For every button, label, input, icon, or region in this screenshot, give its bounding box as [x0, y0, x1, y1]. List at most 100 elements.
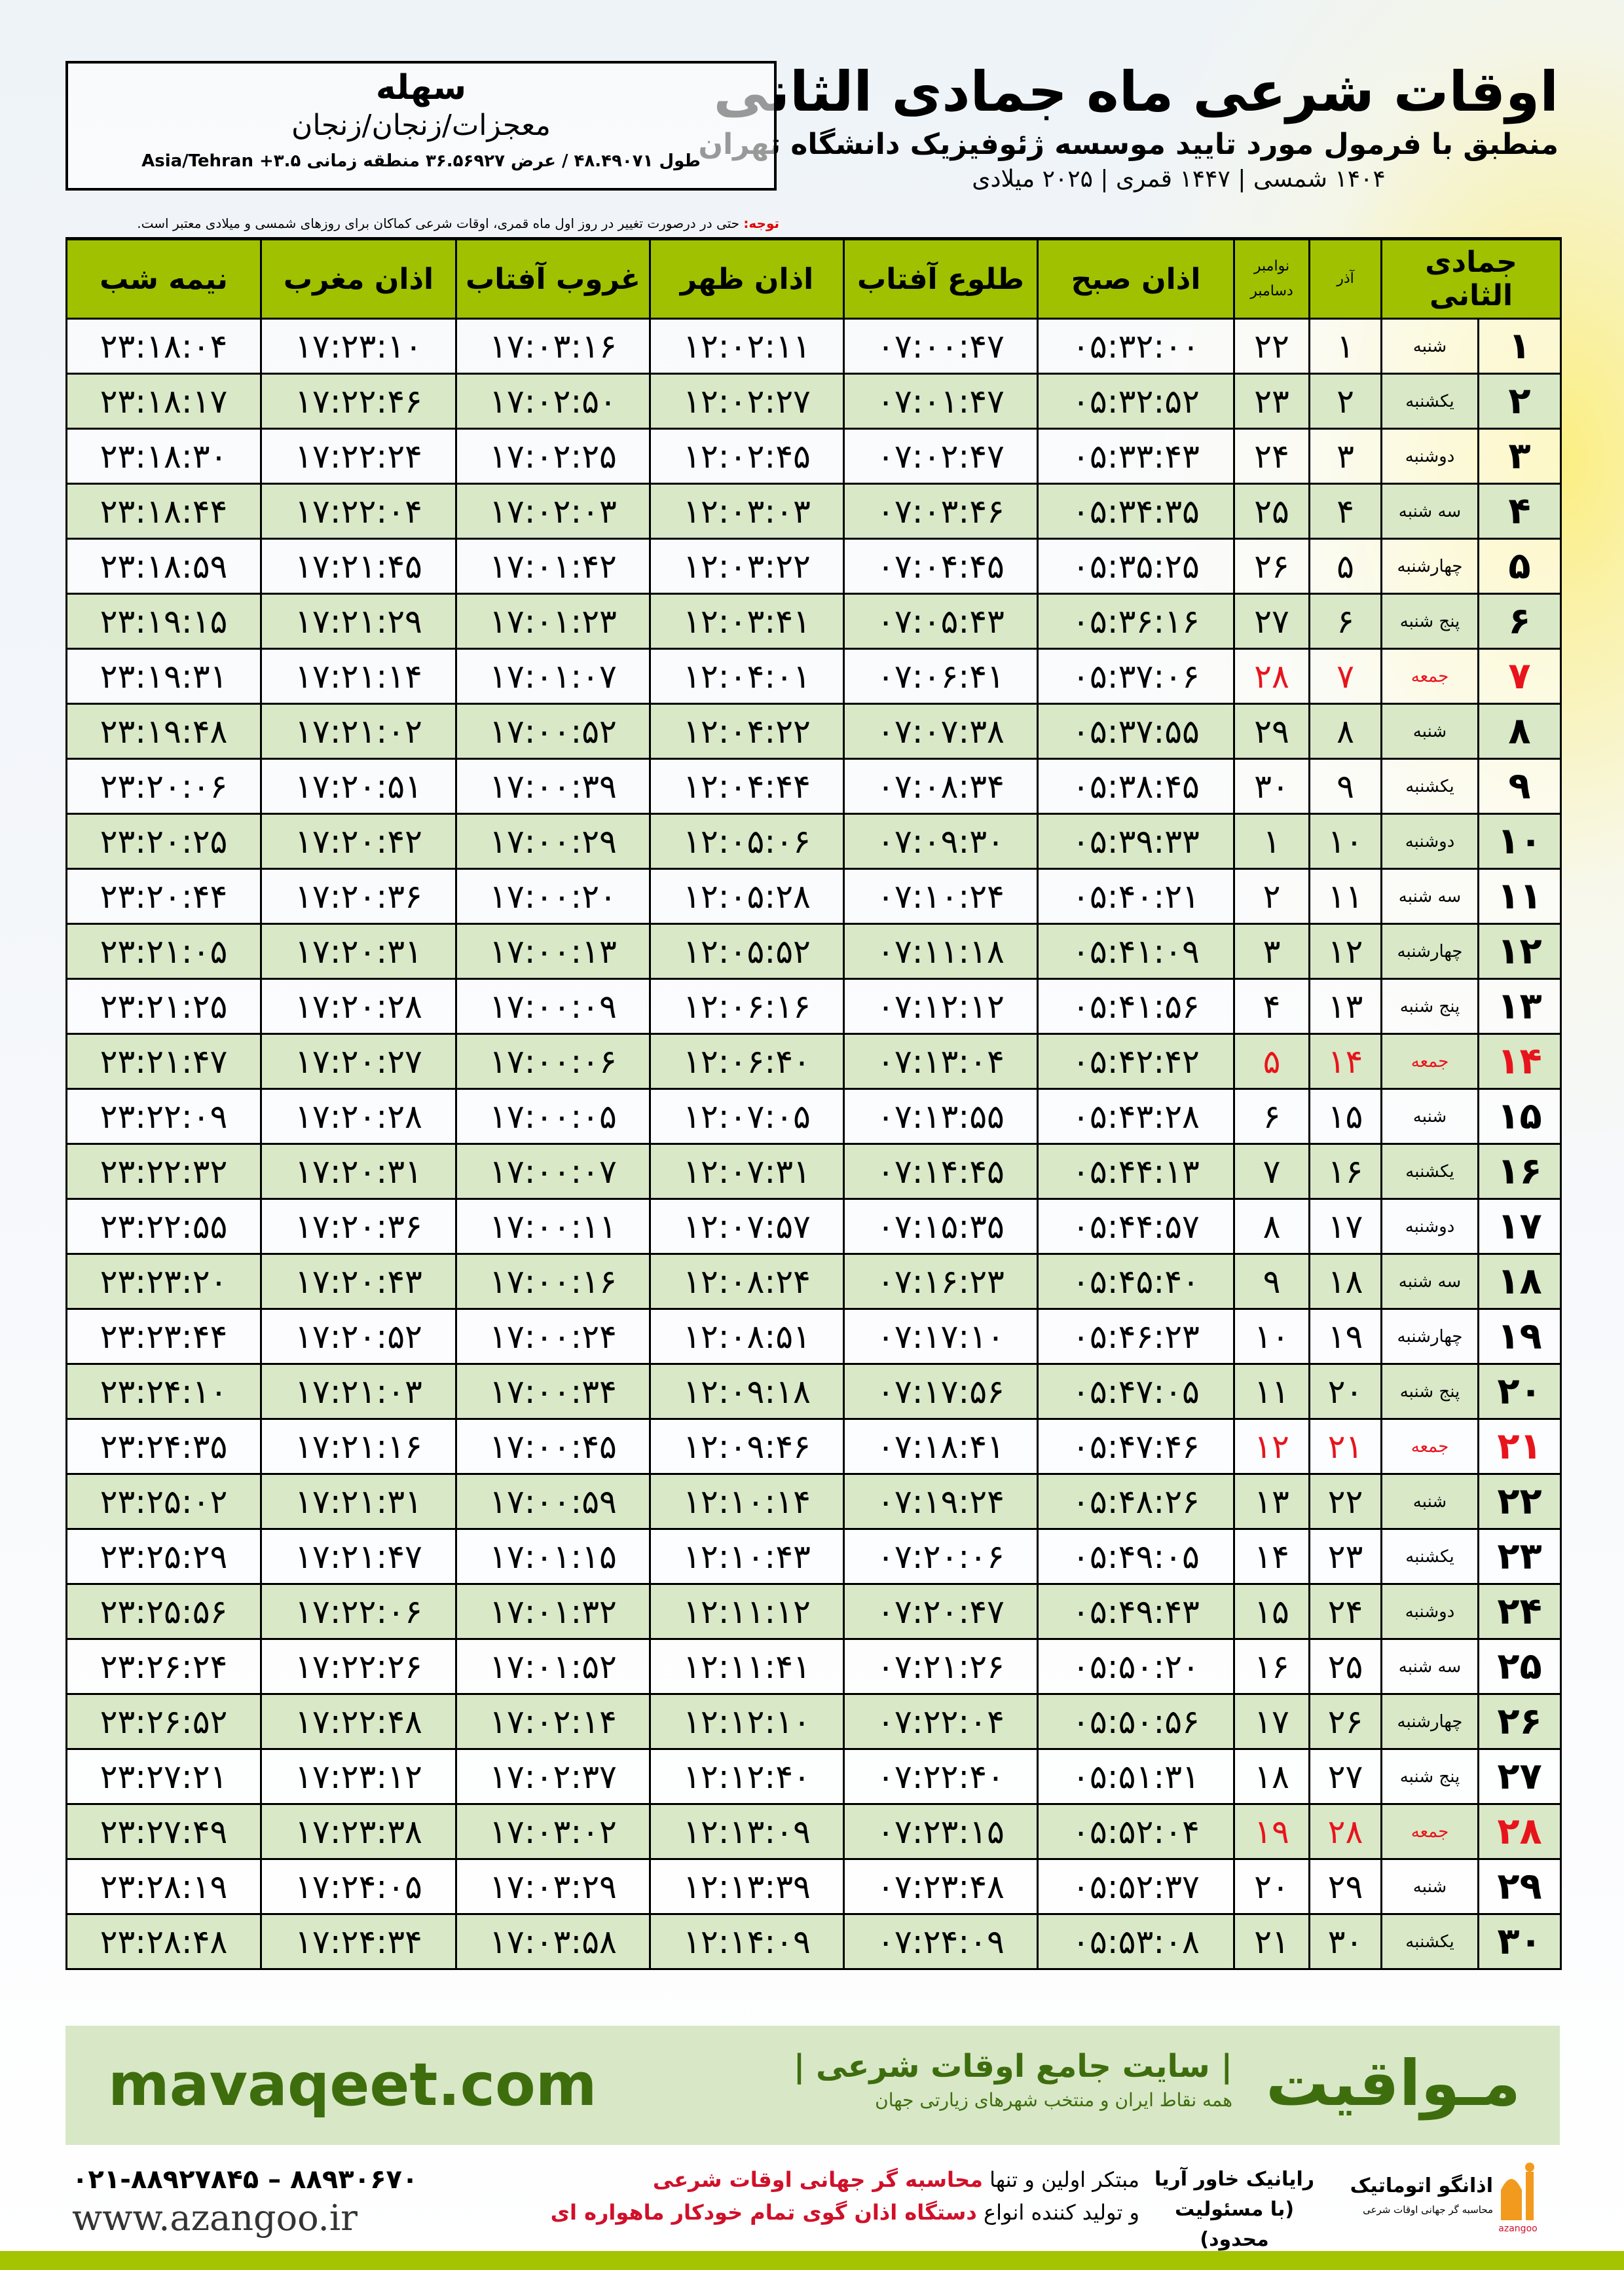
sobh-time: ۰۵:۳۸:۴۵	[1037, 758, 1235, 815]
header-block: اوقات شرعی ماه جمادی الثانی منطبق با فرم…	[699, 58, 1559, 195]
nimeh-time: ۲۳:۲۴:۳۵	[65, 1418, 262, 1475]
zohr-time: ۱۲:۰۵:۲۸	[649, 868, 845, 925]
sobh-time: ۰۵:۴۹:۰۵	[1037, 1528, 1235, 1585]
hijri-day: ۱	[1477, 318, 1562, 375]
azar-day: ۴	[1308, 483, 1382, 540]
table-row: ۱۸ سه شنبه ۱۸ ۹ ۰۵:۴۵:۴۰ ۰۷:۱۶:۲۳ ۱۲:۰۸:۲۴ ۱۷:۰…	[65, 1253, 1562, 1310]
azar-day: ۲۱	[1308, 1418, 1382, 1475]
table-row: ۲۶ چهارشنبه ۲۶ ۱۷ ۰۵:۵۰:۵۶ ۰۷:۲۲:۰۴ ۱۲:۱۲:۱۰ ۱۷…	[65, 1693, 1562, 1750]
ghorub-time: ۱۷:۰۰:۲۹	[455, 813, 651, 870]
maghreb-time: ۱۷:۲۰:۲۸	[260, 978, 457, 1035]
hijri-day: ۲	[1477, 373, 1562, 430]
nimeh-time: ۲۳:۲۷:۲۱	[65, 1748, 262, 1805]
zohr-time: ۱۲:۱۳:۰۹	[649, 1803, 845, 1860]
gregorian-day: ۲۸	[1233, 648, 1310, 705]
sobh-time: ۰۵:۴۹:۴۳	[1037, 1583, 1235, 1640]
nimeh-time: ۲۳:۲۷:۴۹	[65, 1803, 262, 1860]
hijri-day: ۱۶	[1477, 1143, 1562, 1200]
rayanik-logo: رایانیک خاور آریا (با مسئولیت محدود)	[1154, 2168, 1315, 2251]
maghreb-time: ۱۷:۲۱:۰۲	[260, 703, 457, 760]
sobh-time: ۰۵:۳۲:۵۲	[1037, 373, 1235, 430]
hijri-day: ۱۸	[1477, 1253, 1562, 1310]
azangoo-link[interactable]: www.azangoo.ir	[72, 2197, 358, 2239]
hijri-day: ۷	[1477, 648, 1562, 705]
gregorian-day: ۳	[1233, 923, 1310, 980]
weekday: یکشنبه	[1380, 1913, 1480, 1970]
zohr-time: ۱۲:۱۰:۱۴	[649, 1473, 845, 1530]
header-sobh: اذان صبح	[1037, 237, 1235, 320]
zohr-time: ۱۲:۱۲:۱۰	[649, 1693, 845, 1750]
zohr-time: ۱۲:۰۷:۵۷	[649, 1198, 845, 1255]
azar-day: ۱۲	[1308, 923, 1382, 980]
sobh-time: ۰۵:۴۲:۴۲	[1037, 1033, 1235, 1090]
hijri-day: ۶	[1477, 593, 1562, 650]
page-title: اوقات شرعی ماه جمادی الثانی	[713, 60, 1559, 124]
ghorub-time: ۱۷:۰۱:۴۲	[455, 538, 651, 595]
maghreb-time: ۱۷:۲۰:۴۳	[260, 1253, 457, 1310]
gregorian-day: ۶	[1233, 1088, 1310, 1145]
table-row: ۷ جمعه ۷ ۲۸ ۰۵:۳۷:۰۶ ۰۷:۰۶:۴۱ ۱۲:۰۴:۰۱ ۱۷:۰۱:۰۷…	[65, 648, 1562, 705]
weekday: شنبه	[1380, 1088, 1480, 1145]
gregorian-day: ۲۴	[1233, 428, 1310, 485]
header-tolu: طلوع آفتاب	[843, 237, 1039, 320]
sobh-time: ۰۵:۳۷:۰۶	[1037, 648, 1235, 705]
gregorian-day: ۲۱	[1233, 1913, 1310, 1970]
table-row: ۲۵ سه شنبه ۲۵ ۱۶ ۰۵:۵۰:۲۰ ۰۷:۲۱:۲۶ ۱۲:۱۱:۴۱ ۱۷:…	[65, 1638, 1562, 1695]
azar-day: ۱۴	[1308, 1033, 1382, 1090]
promo-line1-b: محاسبه گر جهانی اوقات شرعی	[652, 2167, 983, 2192]
table-row: ۳ دوشنبه ۳ ۲۴ ۰۵:۳۳:۴۳ ۰۷:۰۲:۴۷ ۱۲:۰۲:۴۵ ۱۷:۰۲:…	[65, 428, 1562, 485]
azar-day: ۲۸	[1308, 1803, 1382, 1860]
tolu-time: ۰۷:۲۲:۰۴	[843, 1693, 1039, 1750]
weekday: یکشنبه	[1380, 758, 1480, 815]
ghorub-time: ۱۷:۰۱:۳۲	[455, 1583, 651, 1640]
year-line: ۱۴۰۴ شمسی | ۱۴۴۷ قمری | ۲۰۲۵ میلادی	[972, 166, 1386, 193]
ghorub-time: ۱۷:۰۱:۲۳	[455, 593, 651, 650]
table-row: ۱۲ چهارشنبه ۱۲ ۳ ۰۵:۴۱:۰۹ ۰۷:۱۱:۱۸ ۱۲:۰۵:۵۲ ۱۷:…	[65, 923, 1562, 980]
table-row: ۱۹ چهارشنبه ۱۹ ۱۰ ۰۵:۴۶:۲۳ ۰۷:۱۷:۱۰ ۱۲:۰۸:۵۱ ۱۷…	[65, 1308, 1562, 1365]
azar-day: ۱۶	[1308, 1143, 1382, 1200]
tolu-time: ۰۷:۰۸:۳۴	[843, 758, 1039, 815]
sobh-time: ۰۵:۳۵:۲۵	[1037, 538, 1235, 595]
zohr-time: ۱۲:۰۸:۵۱	[649, 1308, 845, 1365]
weekday: چهارشنبه	[1380, 1693, 1480, 1750]
tolu-time: ۰۷:۰۹:۳۰	[843, 813, 1039, 870]
ghorub-time: ۱۷:۰۳:۵۸	[455, 1913, 651, 1970]
ghorub-time: ۱۷:۰۳:۰۲	[455, 1803, 651, 1860]
tolu-time: ۰۷:۰۲:۴۷	[843, 428, 1039, 485]
hijri-day: ۱۰	[1477, 813, 1562, 870]
hijri-day: ۲۹	[1477, 1858, 1562, 1915]
tolu-time: ۰۷:۲۱:۲۶	[843, 1638, 1039, 1695]
gregorian-day: ۲۹	[1233, 703, 1310, 760]
nimeh-time: ۲۳:۲۸:۱۹	[65, 1858, 262, 1915]
tolu-time: ۰۷:۱۳:۵۵	[843, 1088, 1039, 1145]
table-row: ۲۴ دوشنبه ۲۴ ۱۵ ۰۵:۴۹:۴۳ ۰۷:۲۰:۴۷ ۱۲:۱۱:۱۲ ۱۷:۰…	[65, 1583, 1562, 1640]
ghorub-time: ۱۷:۰۱:۵۲	[455, 1638, 651, 1695]
maghreb-time: ۱۷:۲۴:۳۴	[260, 1913, 457, 1970]
weekday: پنج شنبه	[1380, 593, 1480, 650]
tolu-time: ۰۷:۲۳:۱۵	[843, 1803, 1039, 1860]
nimeh-time: ۲۳:۱۸:۱۷	[65, 373, 262, 430]
banner-slogan: | سایت جامع اوقات شرعی |	[793, 2048, 1232, 2085]
gregorian-day: ۱۴	[1233, 1528, 1310, 1585]
azar-day: ۱۹	[1308, 1308, 1382, 1365]
website-link[interactable]: mavaqeet.com	[108, 2051, 597, 2119]
gregorian-day: ۲۰	[1233, 1858, 1310, 1915]
gregorian-day: ۱۹	[1233, 1803, 1310, 1860]
hijri-day: ۱۹	[1477, 1308, 1562, 1365]
maghreb-time: ۱۷:۲۲:۴۸	[260, 1693, 457, 1750]
weekday: پنج شنبه	[1380, 1363, 1480, 1420]
maghreb-time: ۱۷:۲۱:۴۵	[260, 538, 457, 595]
tolu-time: ۰۷:۲۰:۰۶	[843, 1528, 1039, 1585]
tolu-time: ۰۷:۱۷:۱۰	[843, 1308, 1039, 1365]
promo-line1-a: مبتکر اولین و تنها	[982, 2167, 1139, 2192]
nimeh-time: ۲۳:۲۱:۲۵	[65, 978, 262, 1035]
header-zohr: اذان ظهر	[649, 237, 845, 320]
promo-text: مبتکر اولین و تنها محاسبه گر جهانی اوقات…	[511, 2163, 1139, 2229]
gregorian-day: ۲۳	[1233, 373, 1310, 430]
table-row: ۲۱ جمعه ۲۱ ۱۲ ۰۵:۴۷:۴۶ ۰۷:۱۸:۴۱ ۱۲:۰۹:۴۶ ۱۷:۰۰:…	[65, 1418, 1562, 1475]
tolu-time: ۰۷:۲۲:۴۰	[843, 1748, 1039, 1805]
tolu-time: ۰۷:۱۳:۰۴	[843, 1033, 1039, 1090]
ghorub-time: ۱۷:۰۰:۵۲	[455, 703, 651, 760]
tolu-time: ۰۷:۱۰:۲۴	[843, 868, 1039, 925]
tolu-time: ۰۷:۰۰:۴۷	[843, 318, 1039, 375]
